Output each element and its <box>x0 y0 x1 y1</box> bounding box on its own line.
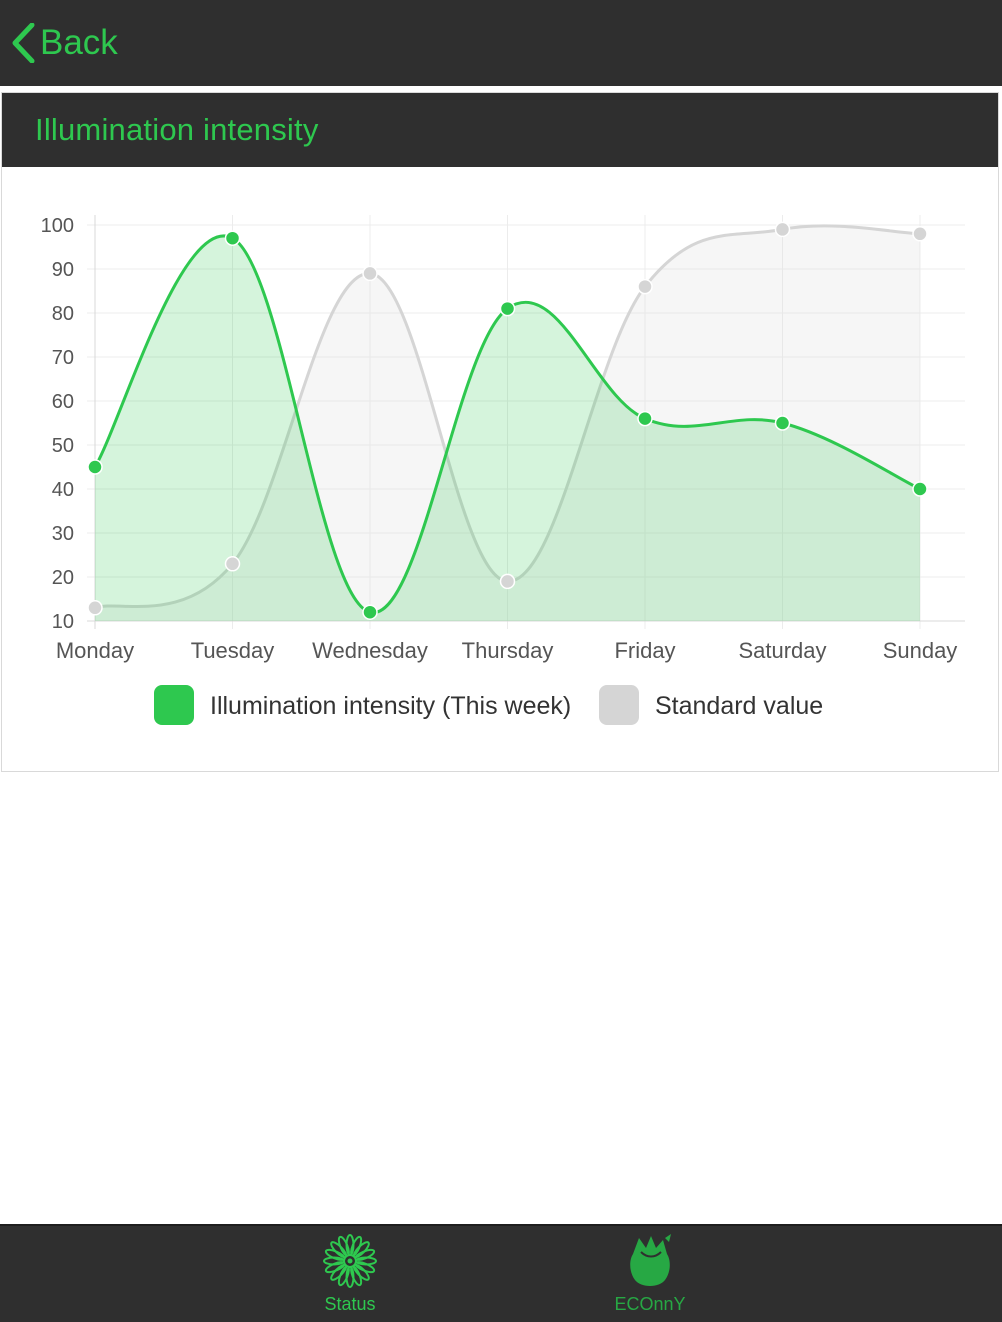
tab-econny[interactable]: ECOnnY <box>570 1226 730 1322</box>
back-button[interactable]: Back <box>10 18 118 68</box>
data-point <box>637 410 653 427</box>
bottom-tab-bar: Status ECOnnY <box>0 1224 1002 1322</box>
data-point <box>362 604 378 620</box>
x-tick-label: Friday <box>614 638 675 663</box>
x-tick-label: Sunday <box>883 638 958 663</box>
x-tick-label: Monday <box>56 638 134 663</box>
y-tick-label: 20 <box>52 567 74 589</box>
data-point <box>224 230 241 246</box>
data-point <box>637 278 653 295</box>
chart-card: Illumination intensity 100 90 80 70 60 50 40 30… <box>1 92 999 772</box>
y-tick-label: 80 <box>52 303 74 325</box>
legend-label: Illumination intensity (This week) <box>210 692 571 720</box>
data-point <box>499 573 516 590</box>
data-point <box>912 481 928 497</box>
data-point <box>87 459 103 475</box>
x-tick-label: Saturday <box>738 638 826 663</box>
tab-status[interactable]: Status <box>270 1226 430 1322</box>
data-point <box>499 300 516 317</box>
y-tick-label: 30 <box>52 523 74 545</box>
series-line <box>94 224 921 610</box>
series-area <box>95 235 920 621</box>
data-point <box>774 221 791 238</box>
chevron-left-icon <box>12 23 35 63</box>
y-tick-label: 10 <box>52 611 74 633</box>
series-area <box>95 225 920 622</box>
legend-label: Standard value <box>655 692 823 720</box>
y-tick-label: 50 <box>52 435 74 457</box>
data-point <box>224 556 241 572</box>
y-tick-label: 100 <box>41 215 74 237</box>
data-point <box>362 265 378 282</box>
data-point <box>774 415 791 431</box>
flower-icon <box>323 1234 377 1288</box>
tab-status-label: Status <box>324 1294 376 1314</box>
back-label: Back <box>40 23 118 62</box>
top-nav-bar: Back <box>0 0 1002 86</box>
data-point <box>912 226 928 242</box>
legend-swatch <box>599 685 639 725</box>
card-header: Illumination intensity <box>2 93 998 167</box>
illumination-chart: 100 90 80 70 60 50 40 30 20 10 Monday Tuesday Wednes… <box>41 215 965 725</box>
x-tick-label: Tuesday <box>191 638 275 663</box>
x-tick-label: Wednesday <box>312 638 428 663</box>
y-tick-label: 90 <box>52 259 74 281</box>
tab-econny-label: ECOnnY <box>614 1294 686 1314</box>
y-tick-label: 70 <box>52 347 74 369</box>
x-tick-label: Thursday <box>462 638 554 663</box>
rose-bud-icon <box>630 1234 671 1286</box>
y-tick-label: 60 <box>52 391 74 413</box>
card-title: Illumination intensity <box>35 112 319 147</box>
legend-swatch <box>154 685 194 725</box>
data-point <box>87 600 103 616</box>
y-tick-label: 40 <box>52 479 74 501</box>
